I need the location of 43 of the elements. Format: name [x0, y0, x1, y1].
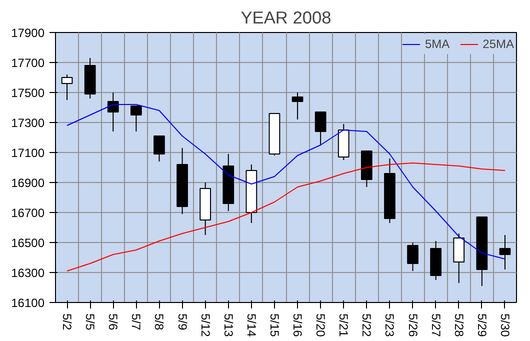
- candlestick: [61, 74, 73, 100]
- x-tick-label: 5/26: [406, 314, 420, 338]
- y-tick-label: 17900: [11, 26, 45, 40]
- x-tick-label: 5/7: [129, 314, 144, 331]
- candlestick: [314, 112, 326, 146]
- x-tick-label: 5/21: [336, 314, 351, 338]
- candlestick: [453, 233, 465, 284]
- x-tick-label: 5/6: [106, 314, 120, 331]
- x-tick-label: 5/16: [290, 314, 305, 338]
- y-tick-label: 16300: [11, 266, 45, 280]
- line-series: [66, 162, 506, 272]
- x-tick-label: 5/12: [198, 314, 212, 338]
- x-tick-label: 5/8: [152, 314, 166, 331]
- x-tick-label: 5/29: [474, 314, 489, 338]
- candlestick: [107, 92, 119, 132]
- legend-label: 25MA: [482, 37, 514, 51]
- x-tick-label: 5/30: [498, 314, 512, 338]
- x-tick-label: 5/5: [83, 314, 98, 331]
- x-tick-label: 5/28: [452, 314, 466, 338]
- x-tick-label: 5/15: [267, 314, 282, 338]
- x-tick-label: 5/20: [314, 314, 328, 338]
- x-tick-label: 5/23: [382, 314, 397, 338]
- candlestick: [407, 242, 418, 272]
- y-tick-label: 16900: [11, 176, 45, 190]
- candlestick: [499, 234, 511, 270]
- candlestick: [154, 136, 165, 162]
- x-tick-label: 5/14: [244, 314, 258, 338]
- y-tick-label: 17500: [11, 86, 45, 100]
- y-tick-label: 17100: [11, 146, 45, 160]
- chart-title: YEAR 2008: [240, 8, 332, 28]
- x-tick-label: 5/2: [60, 314, 74, 331]
- y-tick-label: 16500: [11, 236, 45, 250]
- x-tick-label: 5/22: [360, 314, 374, 338]
- y-tick-label: 17700: [11, 56, 45, 70]
- y-tick-label: 16100: [11, 296, 45, 310]
- y-tick-label: 16700: [11, 206, 45, 220]
- legend-label: 5MA: [424, 37, 450, 51]
- candlestick: [292, 92, 304, 120]
- x-tick-label: 5/27: [428, 314, 443, 338]
- x-tick-label: 5/9: [175, 314, 190, 331]
- y-tick-label: 17300: [11, 116, 45, 130]
- x-tick-label: 5/13: [221, 314, 236, 338]
- candlestick: [130, 106, 142, 132]
